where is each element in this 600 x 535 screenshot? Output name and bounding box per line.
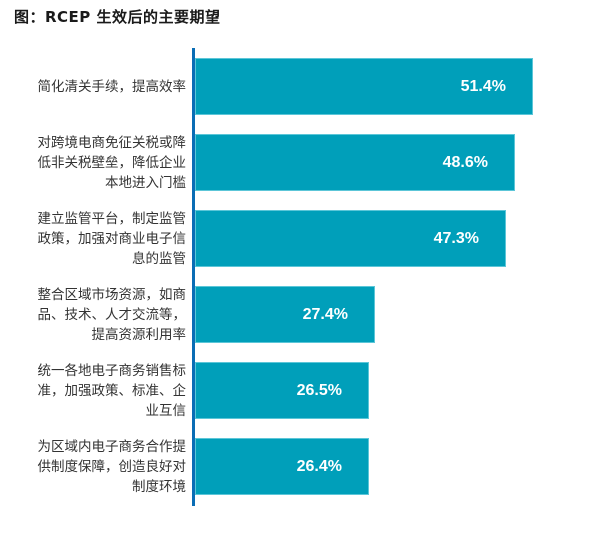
- category-label-line: 准，加强政策、标准、企: [37, 382, 187, 399]
- value-label: 26.5%: [296, 381, 342, 399]
- bar-row: 统一各地电子商务销售标 准，加强政策、标准、企业互信 26.5%: [0, 362, 600, 419]
- bar-row: 建立监管平台，制定监管 政策，加强对商业电子信息的监管 47.3%: [0, 210, 600, 267]
- category-label-line: 简化清关手续，提高效率: [37, 78, 187, 95]
- category-label-line: 对跨境电商免征关税或降: [37, 134, 187, 151]
- category-label-line: 政策，加强对商业电子信: [37, 230, 187, 247]
- value-label: 27.4%: [302, 305, 348, 323]
- category-label-line: 业互信: [145, 402, 187, 419]
- category-label: 建立监管平台，制定监管 政策，加强对商业电子信息的监管: [6, 209, 187, 269]
- value-label: 51.4%: [460, 77, 506, 95]
- category-label-line: 统一各地电子商务销售标: [37, 362, 187, 379]
- category-label: 整合区域市场资源，如商 品、技术、人才交流等， 提高资源利用率: [6, 285, 187, 345]
- bar: 47.3%: [195, 210, 506, 267]
- bar: 27.4%: [195, 286, 375, 343]
- category-label-line: 供制度保障，创造良好对: [37, 458, 187, 475]
- category-label-line: 品、技术、人才交流等，: [37, 306, 187, 323]
- y-axis-line: [192, 48, 195, 506]
- category-label-line: 为区域内电子商务合作提: [37, 438, 187, 455]
- bar: 26.4%: [195, 438, 369, 495]
- bar: 26.5%: [195, 362, 369, 419]
- chart-title: 图：RCEP 生效后的主要期望: [14, 8, 221, 26]
- bar: 51.4%: [195, 58, 533, 115]
- category-label-line: 提高资源利用率: [91, 326, 187, 343]
- bar: 48.6%: [195, 134, 515, 191]
- value-label: 47.3%: [433, 229, 479, 247]
- category-label-line: 低非关税壁垒，降低企业: [37, 154, 187, 171]
- bar-row: 对跨境电商免征关税或降 低非关税壁垒，降低企业本地进入门槛 48.6%: [0, 134, 600, 191]
- category-label: 对跨境电商免征关税或降 低非关税壁垒，降低企业本地进入门槛: [6, 133, 187, 193]
- value-label: 48.6%: [442, 153, 488, 171]
- category-label-line: 本地进入门槛: [105, 174, 186, 191]
- category-label-line: 制度环境: [132, 478, 186, 495]
- value-label: 26.4%: [296, 457, 342, 475]
- category-label-line: 建立监管平台，制定监管: [37, 210, 187, 227]
- category-label: 统一各地电子商务销售标 准，加强政策、标准、企业互信: [6, 361, 187, 421]
- category-label-line: 整合区域市场资源，如商: [37, 286, 187, 303]
- category-label-line: 息的监管: [132, 250, 186, 267]
- category-label: 为区域内电子商务合作提 供制度保障，创造良好对制度环境: [6, 437, 187, 497]
- bar-row: 整合区域市场资源，如商 品、技术、人才交流等， 提高资源利用率 27.4%: [0, 286, 600, 343]
- bar-row: 简化清关手续，提高效率 51.4%: [0, 58, 600, 115]
- bar-row: 为区域内电子商务合作提 供制度保障，创造良好对制度环境 26.4%: [0, 438, 600, 495]
- category-label: 简化清关手续，提高效率: [6, 77, 187, 97]
